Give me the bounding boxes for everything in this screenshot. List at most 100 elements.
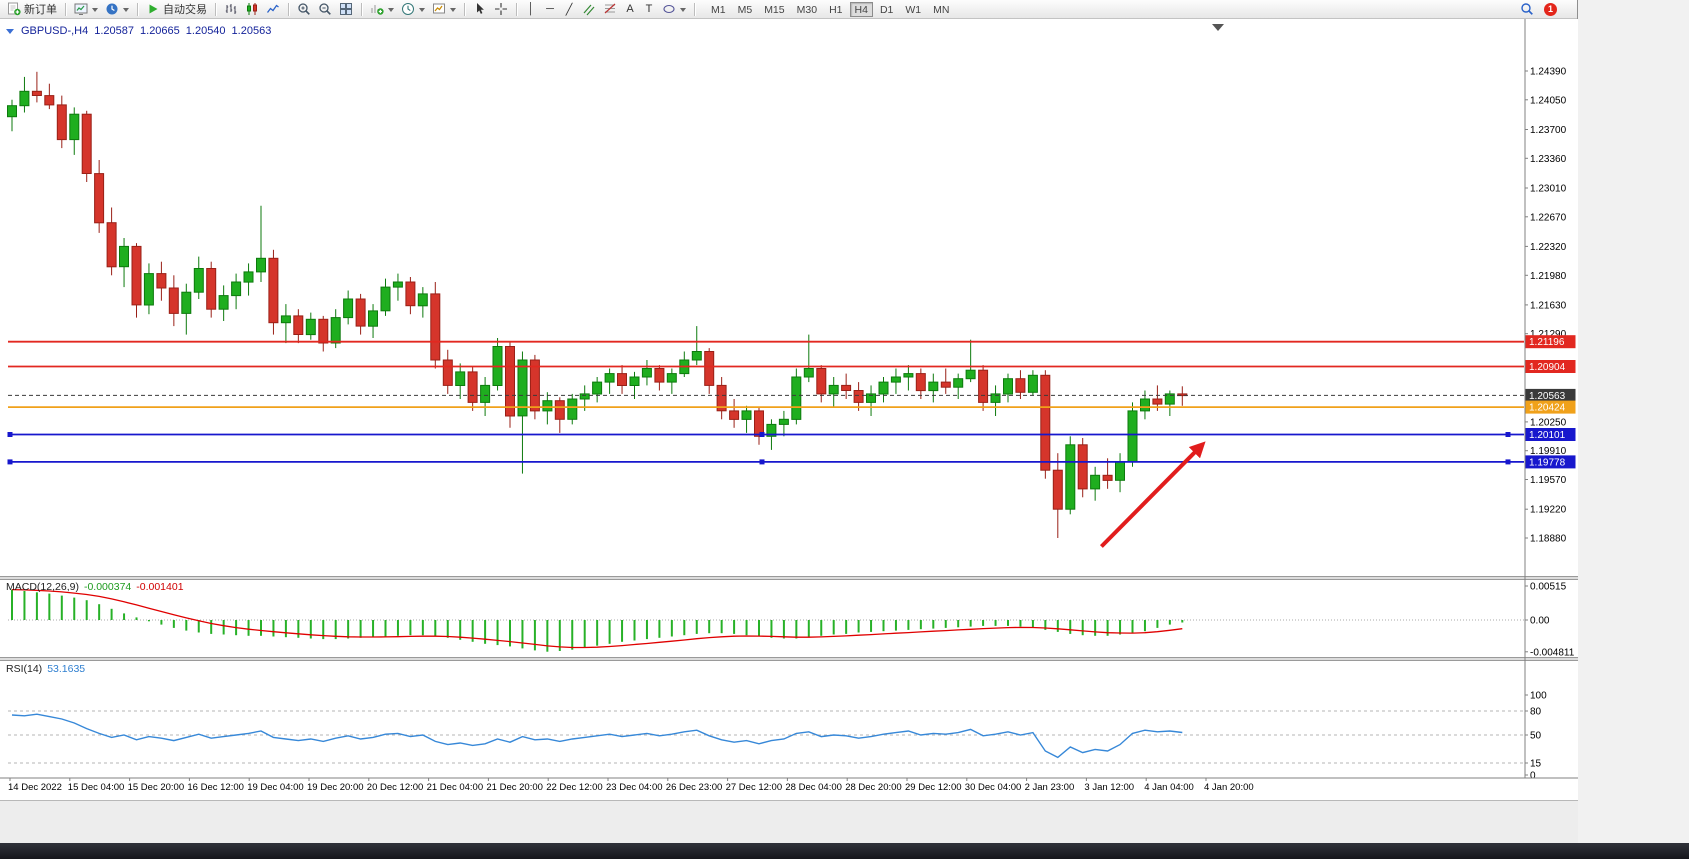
- price-axis-label: 1.21290: [1530, 329, 1567, 340]
- support-line-lower[interactable]: [7, 459, 1525, 465]
- crosshair-icon: [495, 3, 507, 15]
- label-button[interactable]: T: [640, 1, 658, 18]
- chart-symbol-label: GBPUSD-,H4: [21, 25, 89, 37]
- shapes-icon: [663, 4, 675, 14]
- indicators-button[interactable]: [367, 1, 397, 18]
- price-axis-label: 1.22670: [1530, 212, 1567, 223]
- search-button[interactable]: [1517, 1, 1537, 18]
- ohlc-open: 1.20587: [94, 25, 135, 37]
- zoom-out-icon: [319, 3, 331, 15]
- trend-arrow[interactable]: [1099, 441, 1206, 548]
- toolbar-right: 1: [1517, 1, 1573, 18]
- macd-value: -0.000374: [83, 581, 132, 593]
- cursor-button[interactable]: [470, 1, 490, 18]
- chart-shift-marker[interactable]: [1212, 24, 1224, 31]
- chart-background: [0, 19, 1578, 800]
- timeframe-button-h1[interactable]: H1: [829, 3, 843, 16]
- panel-separator-macd[interactable]: [0, 576, 1578, 580]
- templates-button[interactable]: [429, 1, 459, 18]
- templates-icon: [433, 3, 445, 14]
- periods-icon: [402, 3, 414, 15]
- candlestick-chart-button[interactable]: [242, 1, 262, 18]
- cursor-icon: [477, 3, 484, 14]
- price-badge-1.20101: 1.20101: [1525, 428, 1576, 441]
- candlestick-icon: [247, 3, 257, 15]
- chevron-down-icon: [388, 8, 394, 15]
- panel-separator-rsi[interactable]: [0, 657, 1578, 661]
- toolbar-separator: [464, 2, 465, 16]
- profiles-button[interactable]: [102, 1, 132, 18]
- tile-windows-button[interactable]: [336, 1, 356, 18]
- trendline-icon: ╱: [565, 3, 573, 16]
- line-chart-button[interactable]: [263, 1, 283, 18]
- zoom-in-button[interactable]: [294, 1, 314, 18]
- vertical-line-icon: │: [527, 3, 535, 15]
- time-axis[interactable]: 14 Dec 2022 15 Dec 04:00 15 Dec 20:00 16 De…: [8, 778, 1254, 793]
- channel-button[interactable]: [579, 1, 599, 18]
- chart-title: GBPUSD-,H4 1.20587 1.20665 1.20540 1.205…: [6, 24, 271, 38]
- new-order-button[interactable]: 新订单: [4, 1, 60, 18]
- notification-badge[interactable]: 1: [1544, 2, 1557, 16]
- macd-signal-line: [11, 588, 1183, 649]
- svg-text:1.21196: 1.21196: [1529, 337, 1565, 348]
- macd-scale-label: 0.00515: [1530, 582, 1567, 593]
- time-axis-label: 21 Dec 20:00: [486, 782, 543, 793]
- fibonacci-button[interactable]: [600, 1, 620, 18]
- auto-trading-button[interactable]: 自动交易: [143, 1, 210, 18]
- zoom-out-button[interactable]: [315, 1, 335, 18]
- bar-chart-button[interactable]: [221, 1, 241, 18]
- macd-scale-label: 0.00: [1530, 616, 1550, 627]
- time-axis-label: 14 Dec 2022: [8, 782, 62, 793]
- price-badge-1.20904: 1.20904: [1525, 360, 1576, 373]
- crosshair-button[interactable]: [491, 1, 511, 18]
- price-axis-label: 1.19220: [1530, 505, 1567, 516]
- svg-text:1.19778: 1.19778: [1529, 457, 1566, 468]
- rsi-scale-label: 100: [1530, 691, 1547, 702]
- chevron-down-icon: [123, 8, 129, 15]
- toolbar-separator: [361, 2, 362, 16]
- time-axis-label: 27 Dec 12:00: [726, 782, 783, 793]
- toolbar-separator: [215, 2, 216, 16]
- ohlc-high: 1.20665: [140, 25, 180, 37]
- timeframe-button-m30[interactable]: M30: [796, 3, 818, 16]
- ohlc-close: 1.20563: [231, 25, 272, 37]
- chevron-down-icon: [92, 8, 98, 15]
- one-click-trading-toggle[interactable]: [6, 29, 14, 38]
- time-axis-label: 29 Dec 12:00: [905, 782, 962, 793]
- text-button[interactable]: A: [621, 1, 639, 18]
- rsi-scale-label: 0: [1530, 771, 1536, 782]
- time-axis-label: 20 Dec 12:00: [367, 782, 424, 793]
- price-axis-label: 1.21980: [1530, 271, 1567, 282]
- timeframe-button-m5[interactable]: M5: [737, 3, 753, 16]
- timeframe-button-m1[interactable]: M1: [711, 3, 726, 16]
- taskbar[interactable]: [0, 843, 1689, 859]
- vertical-line-button[interactable]: │: [522, 1, 540, 18]
- macd-scale-label: -0.004811: [1530, 647, 1575, 658]
- chart-canvas[interactable]: 1.24390 1.24050 1.23700 1.23360 1.23010 1.226…: [0, 19, 1578, 800]
- svg-text:1.20563: 1.20563: [1529, 391, 1566, 402]
- time-axis-label: 4 Jan 04:00: [1144, 782, 1194, 793]
- horizontal-line-button[interactable]: ─: [541, 1, 559, 18]
- periods-button[interactable]: [398, 1, 428, 18]
- time-axis-label: 3 Jan 12:00: [1084, 782, 1134, 793]
- mt4-window: 新订单 自动交易: [0, 0, 1578, 843]
- price-axis-label: 1.21630: [1530, 300, 1567, 311]
- shapes-button[interactable]: [659, 1, 689, 18]
- timeframe-button-h4[interactable]: H4: [849, 1, 873, 17]
- price-axis[interactable]: 1.24390 1.24050 1.23700 1.23360 1.23010 1.226…: [1525, 67, 1576, 782]
- horizontal-line-icon: ─: [546, 3, 554, 15]
- label-icon: T: [645, 3, 653, 15]
- timeframe-button-m15[interactable]: M15: [764, 3, 785, 16]
- price-axis-label: 1.19570: [1530, 475, 1567, 486]
- new-chart-button[interactable]: [71, 1, 101, 18]
- timeframe-button-d1[interactable]: D1: [879, 3, 894, 16]
- time-axis-label: 28 Dec 04:00: [785, 782, 842, 793]
- chart-area[interactable]: 1.24390 1.24050 1.23700 1.23360 1.23010 1.226…: [0, 19, 1578, 800]
- level-lines: [7, 340, 1525, 465]
- price-badge-1.20424: 1.20424: [1525, 400, 1576, 414]
- timeframe-button-w1[interactable]: W1: [905, 3, 922, 16]
- trendline-button[interactable]: ╱: [560, 1, 578, 18]
- timeframe-button-mn[interactable]: MN: [933, 3, 950, 16]
- macd-name: MACD(12,26,9): [6, 581, 79, 593]
- support-line-upper[interactable]: [7, 432, 1525, 437]
